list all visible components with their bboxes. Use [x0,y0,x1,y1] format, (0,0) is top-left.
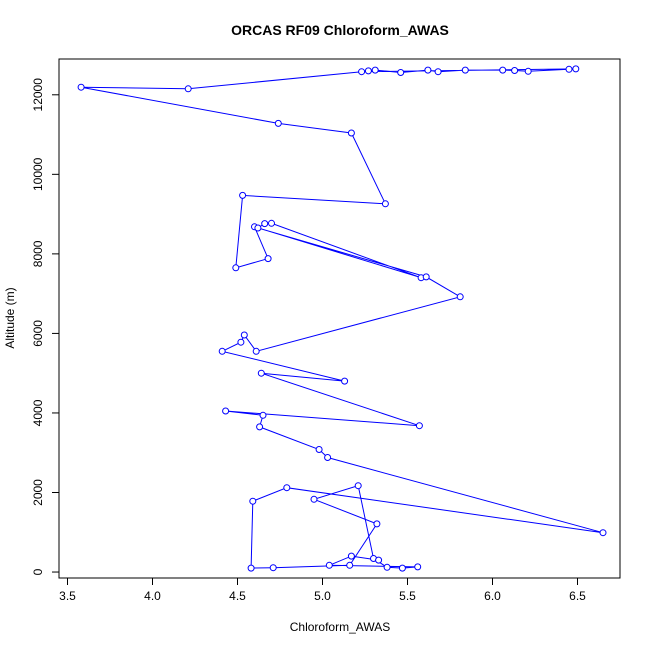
x-tick-label: 4.0 [144,589,161,603]
data-point [259,411,267,419]
data-point [324,454,332,461]
data-point [247,564,255,572]
data-point [499,66,507,74]
data-point [358,68,366,76]
data-point [254,224,262,232]
x-axis: 3.5 4.0 4.5 5.0 5.5 6.0 6.5 [59,578,586,603]
y-tick-label: 6000 [31,320,45,347]
y-tick-label: 4000 [31,399,45,426]
data-point [347,129,355,137]
data-point [414,563,422,571]
y-tick-label: 0 [31,568,45,575]
data-point [434,68,442,76]
x-tick-label: 5.0 [314,589,331,603]
y-axis-label: Altitude (m) [3,287,17,348]
data-point [325,561,333,569]
data-point [398,564,406,572]
data-point [237,338,245,346]
data-point [256,423,264,431]
data-point [283,484,291,492]
data-point [354,482,362,490]
y-tick-label: 2000 [31,479,45,506]
data-point [232,264,240,272]
x-tick-label: 3.5 [59,589,76,603]
data-point [264,255,272,263]
data-point [424,66,432,74]
plot-frame [58,58,621,579]
data-point [341,377,349,385]
data-point [397,69,405,76]
data-point [371,66,379,74]
data-point [456,293,464,301]
x-tick-label: 6.5 [569,589,586,603]
x-tick-label: 6.0 [484,589,501,603]
data-point [422,273,430,281]
data-point [218,347,226,355]
data-point [373,520,381,528]
y-tick-label: 10000 [31,157,45,191]
data-point [261,220,269,228]
data-point [222,407,230,415]
data-point [249,497,257,505]
data-point [461,66,469,74]
chart-title: ORCAS RF09 Chloroform_AWAS [231,22,449,38]
data-point [310,495,318,503]
x-tick-label: 4.5 [229,589,246,603]
data-point [524,67,532,75]
data-point [252,347,260,355]
data-point [347,552,355,560]
x-axis-label: Chloroform_AWAS [290,620,390,634]
x-tick-label: 5.5 [399,589,416,603]
data-point [565,65,573,73]
data-point [346,561,354,569]
data-point [184,85,192,93]
data-point [77,83,85,91]
y-axis: 0 2000 4000 6000 8000 10000 12000 [31,78,59,575]
data-point [269,564,277,572]
data-point [274,119,282,127]
data-point [381,200,389,208]
data-point [239,191,247,199]
data-point [572,65,580,73]
data-point [240,331,248,339]
data-point [511,67,519,74]
y-tick-label: 12000 [31,78,45,112]
data-point [599,529,607,537]
data-point [257,369,265,377]
data-point [375,556,383,564]
y-tick-label: 8000 [31,240,45,267]
data-point [268,219,275,227]
data-point [383,563,391,571]
data-point [415,422,423,430]
data-point [364,67,372,75]
data-point [315,446,323,453]
data-points [77,65,607,572]
